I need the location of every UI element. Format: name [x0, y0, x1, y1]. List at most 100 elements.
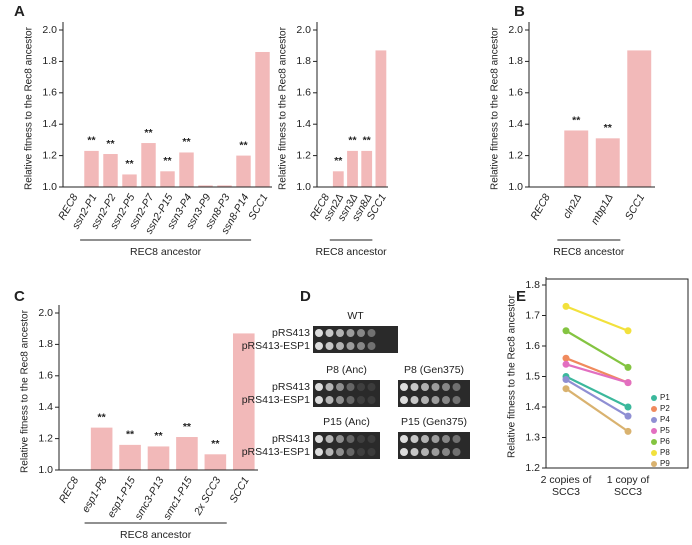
x-tick-label: 2 copies of SCC3 [540, 474, 592, 498]
spot [346, 435, 355, 443]
x-tick-label: SCC1 [623, 192, 647, 222]
line [565, 305, 629, 332]
spot [452, 448, 461, 456]
spot [336, 396, 344, 404]
spot [325, 435, 334, 443]
spot [442, 448, 450, 456]
spot [357, 383, 365, 391]
x-tick-label: SCC1 [227, 475, 251, 505]
spot [452, 435, 461, 443]
x-tick-label: SCC1 [246, 192, 270, 222]
legend-label: P1 [660, 393, 670, 402]
legend-marker [651, 439, 657, 445]
bar [198, 185, 213, 187]
y-tick-label: 1.4 [42, 118, 57, 130]
spot [357, 435, 365, 443]
x-tick-label: cln2Δ [561, 192, 585, 221]
bar [90, 427, 113, 470]
spot [346, 342, 355, 350]
spot [336, 383, 344, 391]
x-tick-label: 1 copy of SCC3 [606, 474, 650, 498]
bar [332, 171, 344, 187]
row-label: pRS413 [272, 381, 310, 393]
spot [336, 329, 344, 337]
significance: ** [182, 136, 191, 148]
y-tick-label: 1.2 [508, 149, 523, 161]
spot [367, 435, 376, 443]
plate [313, 380, 380, 407]
plate-label: P8 (Gen375) [404, 364, 464, 376]
plate-label: WT [347, 310, 364, 322]
y-tick-label: 1.8 [296, 55, 311, 67]
y-axis-label: Relative fitness to the Rec8 ancestor [490, 26, 501, 190]
legend-label: P2 [660, 404, 670, 413]
spot [325, 448, 334, 456]
point [624, 379, 632, 387]
significance: ** [334, 155, 343, 167]
legend-label: P8 [660, 448, 670, 457]
bar [236, 155, 251, 187]
y-tick-label: 1.7 [525, 309, 540, 321]
significance: ** [126, 429, 135, 441]
point [562, 354, 570, 362]
spot [410, 396, 419, 404]
y-tick-label: 1.4 [525, 401, 540, 413]
line [565, 375, 629, 408]
legend-marker [651, 450, 657, 456]
spot [315, 329, 323, 337]
spot [325, 383, 334, 391]
bar [627, 50, 652, 187]
spot [367, 329, 376, 337]
y-tick-label: 1.2 [525, 462, 540, 474]
x-tick-label: esp1-P8 [80, 475, 110, 515]
spot [431, 383, 440, 391]
plate-label: P15 (Anc) [323, 416, 370, 428]
point [624, 327, 632, 335]
legend-marker [651, 417, 657, 423]
y-tick-label: 1.6 [508, 87, 523, 99]
spot [315, 383, 323, 391]
bar [147, 446, 170, 470]
point [624, 403, 632, 411]
significance: ** [125, 158, 134, 170]
spot [421, 435, 429, 443]
spot [442, 396, 450, 404]
plate-label: P15 (Gen375) [401, 416, 467, 428]
y-tick-label: 1.2 [38, 432, 53, 444]
y-tick-label: 1.4 [296, 118, 311, 130]
bar [232, 333, 255, 470]
significance: ** [211, 438, 220, 450]
row-label: pRS413-ESP1 [242, 340, 310, 352]
spot [421, 448, 429, 456]
spot [367, 396, 376, 404]
point [562, 360, 570, 368]
y-tick-label: 2.0 [296, 24, 311, 36]
spot [410, 435, 419, 443]
spot [336, 435, 344, 443]
y-axis-label: Relative fitness to the Rec8 ancestor [20, 309, 31, 473]
group-label: REC8 ancestor [553, 246, 625, 258]
spot [400, 396, 408, 404]
significance: ** [239, 139, 248, 151]
legend-label: P5 [660, 426, 670, 435]
line [565, 329, 629, 369]
group-label: REC8 ancestor [130, 246, 202, 258]
spot [400, 448, 408, 456]
significance: ** [572, 114, 581, 126]
x-tick-label: smc1-P15 [161, 475, 195, 522]
row-label: pRS413-ESP1 [242, 446, 310, 458]
spot [336, 342, 344, 350]
significance: ** [163, 155, 172, 167]
bar [122, 174, 137, 187]
spot [357, 329, 365, 337]
line [565, 363, 629, 384]
x-tick-label: mbp1Δ [589, 192, 616, 227]
y-tick-label: 1.4 [38, 401, 53, 413]
spot [452, 383, 461, 391]
y-tick-label: 1.8 [38, 338, 53, 350]
plate [313, 326, 398, 353]
spot [442, 383, 450, 391]
spot [452, 396, 461, 404]
y-tick-label: 1.8 [525, 279, 540, 291]
